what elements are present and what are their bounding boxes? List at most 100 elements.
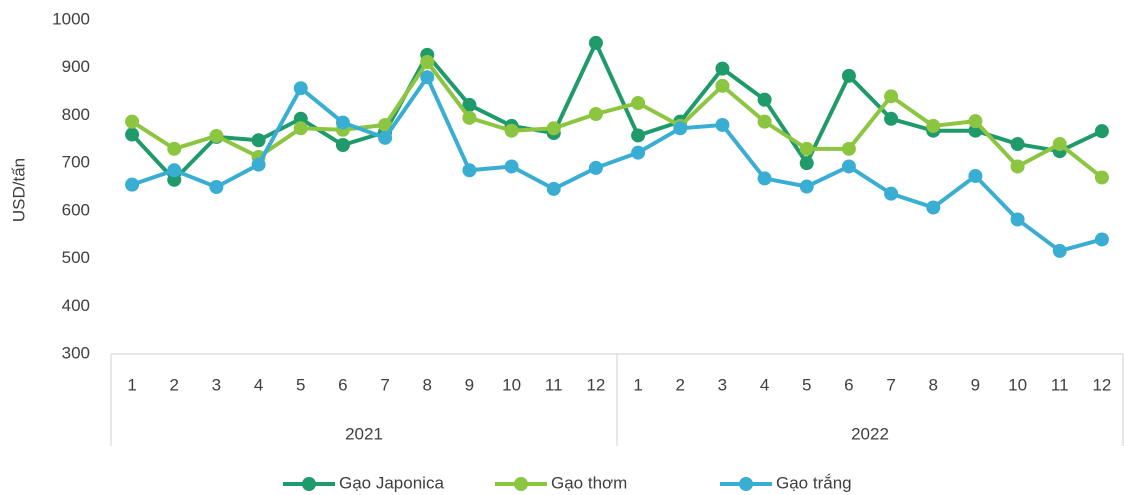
y-tick-label: 300 [62, 343, 90, 362]
x-tick-label: 12 [586, 375, 605, 394]
data-point [462, 110, 477, 125]
x-tick-label: 9 [971, 375, 980, 394]
y-tick-label: 900 [62, 57, 90, 76]
data-point [125, 177, 140, 192]
x-tick-label: 3 [212, 375, 221, 394]
data-point [462, 97, 477, 112]
x-tick-label: 3 [718, 375, 727, 394]
data-point [631, 96, 646, 111]
data-point [1094, 170, 1109, 185]
x-tick-label: 2 [676, 375, 685, 394]
data-point [546, 181, 561, 196]
data-point [1052, 137, 1067, 152]
data-point [125, 114, 140, 129]
x-tick-label: 10 [1008, 375, 1027, 394]
x-tick-label: 7 [380, 375, 389, 394]
x-tick-label: 8 [423, 375, 432, 394]
data-point [588, 160, 603, 175]
x-tick-label: 9 [465, 375, 474, 394]
data-point [841, 141, 856, 156]
data-point [841, 159, 856, 174]
y-tick-label: 800 [62, 105, 90, 124]
data-point [926, 118, 941, 133]
data-point [420, 54, 435, 69]
x-tick-label: 6 [844, 375, 853, 394]
legend-label: Gạo Japonica [339, 473, 444, 492]
y-tick-label: 1000 [52, 9, 90, 28]
data-point [462, 163, 477, 178]
data-point [715, 78, 730, 93]
group-label: 2021 [345, 424, 383, 443]
data-point [1094, 124, 1109, 139]
data-point [715, 117, 730, 132]
x-tick-label: 11 [545, 375, 563, 394]
data-point [673, 121, 688, 136]
data-point [504, 123, 519, 138]
data-point [968, 169, 983, 184]
data-point [799, 156, 814, 171]
x-tick-label: 12 [1092, 375, 1111, 394]
data-point [335, 115, 350, 130]
data-point [926, 200, 941, 215]
x-tick-label: 5 [802, 375, 811, 394]
x-tick-label: 4 [254, 375, 263, 394]
data-point [546, 121, 561, 136]
data-point [757, 114, 772, 129]
y-tick-label: 400 [62, 296, 90, 315]
data-point [884, 186, 899, 201]
x-tick-label: 4 [760, 375, 769, 394]
data-point [1094, 232, 1109, 247]
y-tick-label: 600 [62, 200, 90, 219]
x-tick-label: 8 [929, 375, 938, 394]
legend-label: Gạo thơm [551, 473, 627, 492]
data-point [378, 117, 393, 132]
data-point [293, 121, 308, 136]
x-tick-label: 2 [170, 375, 179, 394]
series-line [130, 59, 1104, 180]
data-point [125, 127, 140, 142]
data-point [378, 130, 393, 145]
legend-marker [514, 477, 528, 491]
data-point [757, 92, 772, 107]
group-label: 2022 [851, 424, 889, 443]
data-point [715, 61, 730, 76]
data-point [588, 35, 603, 50]
x-tick-label: 10 [502, 375, 521, 394]
data-point [799, 179, 814, 194]
data-point [631, 128, 646, 143]
data-point [251, 157, 266, 172]
data-point [1010, 159, 1025, 174]
legend-marker [302, 477, 316, 491]
data-point [1010, 137, 1025, 152]
data-point [884, 89, 899, 104]
legend-label: Gạo trắng [776, 473, 852, 492]
data-point [209, 128, 224, 143]
data-point [293, 81, 308, 96]
x-tick-label: 7 [886, 375, 895, 394]
data-point [335, 138, 350, 153]
x-tick-label: 1 [127, 375, 136, 394]
data-point [167, 163, 182, 178]
data-point [841, 68, 856, 83]
data-point [209, 180, 224, 194]
x-tick-label: 1 [633, 375, 642, 394]
y-tick-label: 700 [62, 153, 90, 172]
x-tick-label: 5 [296, 375, 305, 394]
x-tick-label: 11 [1051, 375, 1069, 394]
data-point [631, 145, 646, 160]
data-point [1010, 212, 1025, 227]
data-point [167, 141, 182, 156]
data-point [884, 111, 899, 126]
data-point [504, 159, 519, 174]
x-tick-label: 6 [338, 375, 347, 394]
y-tick-label: 500 [62, 248, 90, 267]
data-point [1052, 243, 1067, 258]
data-point [420, 70, 435, 85]
legend-marker [739, 477, 753, 491]
data-point [968, 114, 983, 129]
data-point [757, 171, 772, 186]
data-point [799, 141, 814, 156]
data-point [588, 106, 603, 121]
series-line [131, 75, 1103, 253]
